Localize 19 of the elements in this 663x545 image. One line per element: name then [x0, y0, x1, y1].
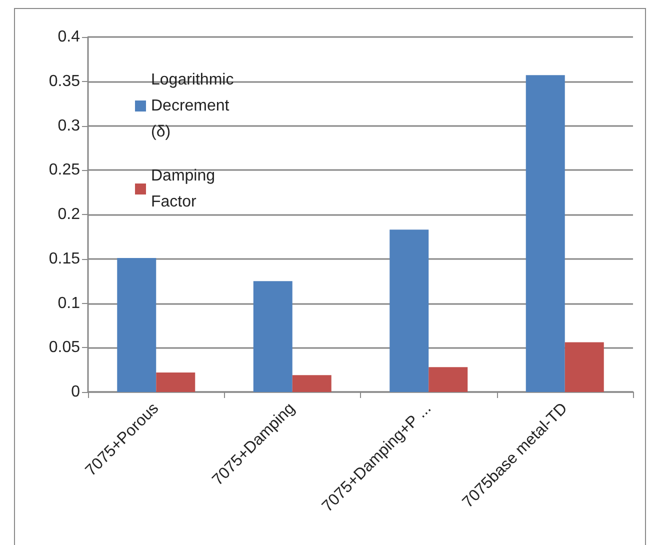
legend-label: Logarithmic Decrement (δ) [151, 72, 238, 140]
bar [526, 75, 565, 392]
legend-label: Damping Factor [151, 168, 220, 210]
bar [156, 372, 196, 392]
bar [253, 281, 292, 392]
y-tick-label: 0.1 [58, 294, 80, 312]
y-tick-label: 0 [71, 384, 80, 400]
y-tick-label: 0.15 [48, 250, 80, 268]
y-tick-label: 0.3 [58, 117, 80, 134]
y-tick-label: 0.35 [48, 72, 80, 90]
y-tick-label: 0.4 [58, 28, 80, 46]
bar [390, 230, 429, 392]
y-tick-label: 0.05 [48, 339, 80, 356]
bar [564, 342, 604, 392]
bar [117, 258, 156, 392]
y-tick-label: 0.25 [48, 162, 80, 179]
bar [428, 367, 468, 392]
y-tick-label: 0.2 [58, 206, 80, 223]
bar [292, 375, 332, 392]
